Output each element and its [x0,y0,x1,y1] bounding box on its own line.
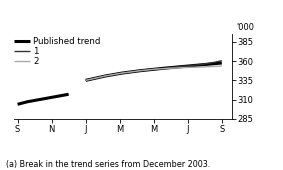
Legend: Published trend, 1, 2: Published trend, 1, 2 [14,37,100,66]
Published trend [213,63,217,65]
2 [89,78,93,80]
1 [220,60,224,62]
1 [84,79,87,81]
2 [109,74,113,76]
1 [209,62,212,64]
2 [213,65,217,67]
Line: 1: 1 [86,61,222,80]
Line: Published trend: Published trend [86,63,222,80]
2 [120,72,124,74]
1 [109,74,113,76]
1 [213,61,217,63]
1 [120,72,124,74]
2 [220,65,224,67]
Text: (a) Break in the trend series from December 2003.: (a) Break in the trend series from Decem… [6,160,210,169]
Published trend [220,62,224,64]
Line: 2: 2 [86,66,222,80]
2 [84,79,87,81]
1 [92,78,96,80]
2 [209,66,212,68]
Published trend [92,78,96,80]
Published trend [84,79,87,81]
Text: '000: '000 [236,23,254,32]
Published trend [109,74,113,76]
Published trend [209,63,212,65]
Published trend [89,78,93,80]
1 [89,78,93,80]
Published trend [120,72,124,74]
2 [92,78,96,80]
